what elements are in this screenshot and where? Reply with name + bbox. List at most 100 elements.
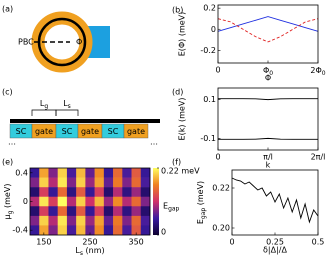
heat-cell (30, 206, 40, 217)
x-tick-label: 250 (82, 238, 97, 247)
heat-cell (66, 206, 77, 217)
heat-cell (85, 225, 95, 236)
heat-cell (48, 177, 58, 188)
dim-label: Ls (63, 99, 71, 111)
heat-cell (57, 196, 68, 207)
text-part: s (80, 250, 83, 256)
text-part: L (40, 99, 45, 108)
heat-cell (76, 177, 86, 188)
heat-cell (140, 215, 151, 226)
heat-cell (85, 196, 95, 207)
x-axis-label: k (266, 161, 271, 170)
x-tick-label: 0.5 (312, 238, 325, 247)
x-tick-label: 150 (36, 238, 51, 247)
heat-cell (76, 206, 86, 217)
text-part: (meV) (3, 184, 12, 211)
heat-cell (66, 187, 77, 198)
block-label: gate (35, 127, 53, 136)
heat-cell (94, 215, 105, 226)
heat-cell (94, 187, 105, 198)
ellipsis: … (8, 138, 16, 147)
heat-cell (94, 177, 105, 188)
series-line (217, 16, 319, 32)
heat-cell (57, 177, 68, 188)
heat-cell (66, 177, 77, 188)
y-tick-label: 0.1 (203, 95, 216, 104)
y-tick-label: 0.20 (212, 224, 230, 233)
text-part: L (75, 246, 80, 255)
series-line (218, 137, 318, 140)
heat-cell (103, 196, 114, 207)
heat-cell (39, 206, 49, 217)
plot-frame (217, 87, 319, 151)
text-part: g (7, 210, 14, 214)
heat-cell (66, 196, 77, 207)
text-part: 0 (269, 70, 273, 77)
heat-cell (122, 215, 132, 226)
x-tick-label: π/l (263, 153, 273, 162)
text-part: s (68, 103, 71, 110)
y-tick-label: 0.22 (212, 184, 230, 193)
series-line (218, 98, 318, 101)
heat-cell (48, 225, 58, 236)
block-label: gate (81, 127, 99, 136)
heat-cell (57, 225, 68, 236)
heat-cell (140, 196, 151, 207)
heat-cell (30, 177, 40, 188)
heat-cell (39, 196, 49, 207)
heat-cell (57, 215, 68, 226)
substrate (10, 119, 160, 123)
x-axis-label: δ|Δ|/Δ (263, 246, 287, 255)
heat-cell (57, 206, 68, 217)
heat-cell (48, 168, 58, 178)
heat-cell (85, 168, 95, 178)
text-part: 2Φ (310, 66, 321, 75)
colorbar-tick-label: 0 (161, 228, 166, 237)
text-part: E (196, 219, 205, 224)
text-part: 0 (322, 70, 326, 77)
heat-cell (30, 196, 40, 207)
heat-cell (30, 215, 40, 226)
series-line (217, 18, 319, 43)
heat-cell (122, 196, 132, 207)
heat-cell (85, 187, 95, 198)
heat-cell (140, 206, 151, 217)
x-tick-label: 2Φ0 (310, 66, 325, 78)
panel-label: (b) (172, 6, 183, 15)
heat-cell (94, 168, 105, 178)
y-axis-label: E(Φ) (meV) (178, 12, 187, 57)
heat-cell (94, 225, 105, 236)
heat-cell (140, 168, 151, 178)
block-label: SC (62, 127, 73, 136)
heat-cell (48, 206, 58, 217)
heat-cell (122, 168, 132, 178)
panel-label: (c) (2, 88, 13, 97)
heat-cell (39, 215, 49, 226)
heat-cell (30, 187, 40, 198)
colorbar-label: Egap (163, 201, 180, 213)
heat-cell (113, 225, 123, 236)
x-axis-label: Ls (nm) (75, 246, 104, 256)
heat-cell (131, 168, 142, 178)
heat-cell (131, 187, 142, 198)
text-part: gap (200, 208, 207, 219)
block-label: SC (108, 127, 119, 136)
x-tick-label: 350 (129, 238, 144, 247)
heat-cell (39, 177, 49, 188)
y-tick-label: 0.2 (203, 4, 216, 13)
heat-cell (76, 225, 86, 236)
x-tick-label: 0.25 (266, 238, 284, 247)
heat-cell (48, 187, 58, 198)
panel-label: (f) (172, 158, 181, 167)
heat-cell (30, 168, 40, 178)
heat-cell (66, 225, 77, 236)
pbc-label: PBC (18, 38, 34, 47)
ellipsis: … (150, 138, 158, 147)
heat-cell (122, 177, 132, 188)
heat-cell (48, 215, 58, 226)
heat-cell (103, 215, 114, 226)
plot-frame (217, 4, 319, 64)
x-tick-label: 0 (229, 238, 234, 247)
heat-cell (113, 187, 123, 198)
text-part: gap (168, 206, 179, 213)
